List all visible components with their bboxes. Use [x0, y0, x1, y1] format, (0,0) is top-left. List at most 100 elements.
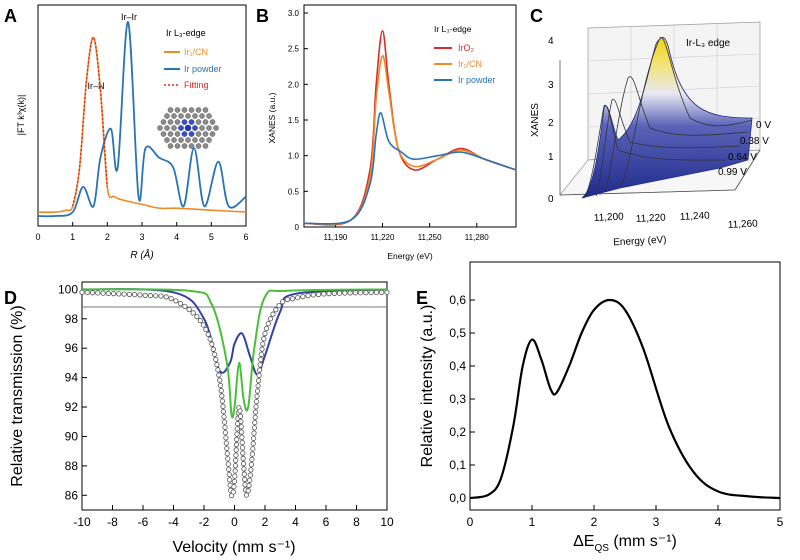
panel-d-data-point: [258, 356, 264, 363]
panel-letter-d: D: [4, 288, 17, 308]
panel-d-data-point: [220, 408, 227, 415]
panel-e-xtick-label: 0: [467, 515, 474, 529]
inset-atom-c: [192, 137, 198, 143]
inset-atom-c: [174, 143, 181, 149]
panel-b-xtick-label: 11,190: [323, 233, 347, 242]
inset-atom-n: [188, 131, 195, 137]
panel-d-data-point: [315, 291, 322, 297]
panel-a-xtick-label: 3: [139, 232, 144, 242]
inset-atom-c: [206, 137, 212, 143]
panel-c-trace-038v: [604, 76, 749, 193]
panel-d-data-point: [248, 461, 255, 468]
panel-d-data-point: [233, 447, 239, 453]
panel-b-axes: [303, 4, 517, 228]
panel-b-series-iro2: [303, 29, 517, 226]
panel-b-xlabel: Energy (eV): [387, 251, 433, 261]
inset-atom-c: [202, 131, 209, 137]
panel-e-ytick-label: 0,5: [449, 326, 466, 340]
panel-d-data-point: [217, 377, 223, 383]
panel-d-data-point: [336, 290, 343, 296]
panel-d-data-point: [326, 291, 332, 297]
panel-d-data-point: [254, 393, 260, 399]
panel-c-xtick-3: 11,260: [728, 218, 759, 231]
panel-d-data-point: [223, 435, 229, 441]
panel-d-data-point: [373, 289, 380, 296]
inset-atom-c: [209, 119, 216, 125]
panel-a-xlabel: R (Å): [130, 248, 153, 261]
panel-d-data-point: [256, 367, 263, 373]
panel-d-data-point: [225, 461, 231, 467]
panel-c-title: Ir-L₃ edge: [686, 38, 731, 49]
panel-d-data-point: [255, 377, 262, 384]
panel-d-xtick-label: 4: [292, 515, 299, 529]
panel-d-data-point: [358, 290, 364, 296]
panel-d-data-point: [203, 326, 209, 333]
panel-b-ytick-label: 2.5: [288, 45, 300, 54]
panel-d-xtick-label: -4: [168, 515, 179, 529]
inset-atom-c: [188, 143, 195, 149]
inset-atom-c: [213, 125, 219, 131]
panel-b-legend-ir1cn: Ir₁/CN: [458, 59, 482, 69]
inset-atom-c: [185, 137, 191, 143]
panel-d-ytick-label: 90: [65, 429, 79, 443]
panel-e-ytick-label: 0,1: [449, 458, 466, 472]
panel-c-ylabel: XANES: [530, 103, 541, 137]
inset-atom-c: [160, 119, 167, 125]
panel-d-xtick-label: 8: [353, 515, 360, 529]
inset-atom-c: [164, 113, 170, 119]
panel-a-ylabel: |FT k³χ(k)|: [16, 95, 26, 136]
panel-d-data-point: [219, 393, 225, 399]
panel-letter-a: A: [4, 6, 17, 26]
panel-b-legend-irpowder: Ir powder: [458, 75, 496, 85]
panel-e-ylabel: Relative intensity (a.u.): [419, 305, 436, 468]
panel-c-ytick-3: 3: [548, 80, 554, 91]
panel-d-data-point: [222, 429, 229, 436]
panel-a-legend-irpowder: Ir powder: [184, 64, 222, 74]
panel-d-data-point: [310, 292, 316, 298]
inset-atom-c: [206, 113, 212, 119]
panel-d-data-point: [95, 290, 101, 296]
panel-d-data-point: [240, 450, 246, 456]
panel-a-legend-fitting: Fitting: [184, 80, 209, 90]
panel-d-series-green: [81, 288, 388, 419]
panel-d-data-point: [253, 404, 259, 410]
panel-d-data-point: [219, 398, 226, 404]
panel-d-data-point: [224, 445, 230, 451]
panel-d-data-point: [267, 316, 274, 322]
inset-atom-c: [167, 119, 174, 125]
panel-d-data-point: [265, 320, 271, 327]
panel-d-data-point: [276, 302, 282, 309]
panel-b-ytick-label: 1.0: [288, 152, 300, 161]
panel-d-data-point: [253, 398, 260, 405]
panel-d-data-point: [261, 336, 267, 342]
panel-d-data-point: [248, 467, 254, 473]
panel-c-voltage-2: 0.64 V: [728, 152, 757, 163]
panel-c-trace-064v: [595, 98, 741, 197]
inset-atom-c: [195, 143, 202, 149]
panel-d-data-point: [215, 367, 221, 373]
panel-d-data-point: [205, 331, 211, 337]
panel-e-xtick-label: 2: [591, 515, 598, 529]
panel-d-data-point: [254, 388, 261, 394]
panel-d-data-point: [177, 300, 184, 307]
panel-c-ytick-4: 4: [548, 36, 554, 47]
panel-d-data-point: [237, 413, 244, 419]
inset-atom-c: [188, 107, 195, 113]
panel-d-data-point: [239, 439, 245, 446]
panel-b-series-irpowder: [303, 112, 517, 225]
panel-d-data-point: [379, 289, 385, 295]
panel-d-data-point: [232, 468, 238, 474]
panel-d-data-point: [243, 492, 250, 498]
panel-d-xtick-label: -10: [73, 515, 91, 529]
panel-b-ytick-label: 1.5: [288, 116, 300, 125]
panel-d-data-point: [79, 289, 85, 295]
panel-d-data-point: [237, 408, 243, 414]
inset-atom-n: [181, 131, 188, 137]
inset-atom-c: [178, 137, 184, 143]
panel-d-data-point: [217, 382, 224, 389]
panel-d-data-point: [182, 303, 188, 309]
inset-atom-n: [188, 119, 195, 125]
panel-e-xlabel-sub: QS: [594, 543, 609, 554]
panel-d-data-point: [168, 295, 174, 302]
panel-a-xtick-label: 2: [105, 232, 110, 242]
